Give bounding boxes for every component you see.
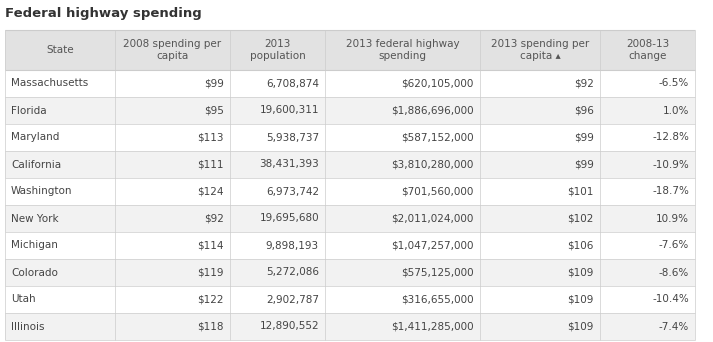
- Text: $122: $122: [198, 294, 224, 304]
- Text: $92: $92: [204, 213, 224, 224]
- Text: State: State: [46, 45, 74, 55]
- Bar: [5, 124, 695, 151]
- Text: $106: $106: [568, 240, 594, 250]
- Text: 6,973,742: 6,973,742: [266, 186, 319, 197]
- Text: -6.5%: -6.5%: [659, 79, 689, 89]
- Text: Utah: Utah: [11, 294, 36, 304]
- Bar: [5, 151, 695, 178]
- Text: 6,708,874: 6,708,874: [266, 79, 319, 89]
- Bar: [5, 286, 695, 313]
- Text: -10.4%: -10.4%: [652, 294, 689, 304]
- Text: $109: $109: [568, 294, 594, 304]
- Text: $109: $109: [568, 321, 594, 331]
- Bar: [5, 313, 695, 340]
- Text: 19,600,311: 19,600,311: [260, 105, 319, 116]
- Text: $102: $102: [568, 213, 594, 224]
- Text: $101: $101: [568, 186, 594, 197]
- Text: 2,902,787: 2,902,787: [266, 294, 319, 304]
- Text: -7.4%: -7.4%: [659, 321, 689, 331]
- Text: New York: New York: [11, 213, 58, 224]
- Bar: [5, 232, 695, 259]
- Bar: [5, 97, 695, 124]
- Bar: [5, 205, 695, 232]
- Text: $92: $92: [574, 79, 594, 89]
- Text: 2013 federal highway
spending: 2013 federal highway spending: [346, 39, 459, 61]
- Text: $118: $118: [198, 321, 224, 331]
- Text: $3,810,280,000: $3,810,280,000: [391, 159, 474, 170]
- Text: $124: $124: [198, 186, 224, 197]
- Text: 2013 spending per
capita ▴: 2013 spending per capita ▴: [491, 39, 589, 61]
- Text: $620,105,000: $620,105,000: [401, 79, 474, 89]
- Text: $111: $111: [198, 159, 224, 170]
- Text: $575,125,000: $575,125,000: [401, 267, 474, 277]
- Bar: [5, 259, 695, 286]
- Bar: [5, 178, 695, 205]
- Text: $96: $96: [574, 105, 594, 116]
- Text: $109: $109: [568, 267, 594, 277]
- Text: -18.7%: -18.7%: [652, 186, 689, 197]
- Text: $95: $95: [204, 105, 224, 116]
- Text: Washington: Washington: [11, 186, 73, 197]
- Text: 2008-13
change: 2008-13 change: [626, 39, 669, 61]
- Text: $587,152,000: $587,152,000: [401, 132, 474, 143]
- Text: $1,886,696,000: $1,886,696,000: [391, 105, 474, 116]
- Text: -10.9%: -10.9%: [652, 159, 689, 170]
- Text: 38,431,393: 38,431,393: [260, 159, 319, 170]
- Text: Michigan: Michigan: [11, 240, 58, 250]
- Text: -12.8%: -12.8%: [652, 132, 689, 143]
- Text: 9,898,193: 9,898,193: [266, 240, 319, 250]
- Text: 12,890,552: 12,890,552: [260, 321, 319, 331]
- Text: 5,272,086: 5,272,086: [266, 267, 319, 277]
- Text: -7.6%: -7.6%: [659, 240, 689, 250]
- Text: 1.0%: 1.0%: [662, 105, 689, 116]
- Text: 2008 spending per
capita: 2008 spending per capita: [123, 39, 222, 61]
- Text: California: California: [11, 159, 61, 170]
- Bar: [5, 70, 695, 97]
- Text: 2013
population: 2013 population: [250, 39, 305, 61]
- Text: $1,411,285,000: $1,411,285,000: [391, 321, 474, 331]
- Text: Florida: Florida: [11, 105, 46, 116]
- Text: $114: $114: [198, 240, 224, 250]
- Text: $99: $99: [574, 132, 594, 143]
- Text: $99: $99: [574, 159, 594, 170]
- Text: 10.9%: 10.9%: [656, 213, 689, 224]
- Text: $701,560,000: $701,560,000: [401, 186, 474, 197]
- Text: -8.6%: -8.6%: [659, 267, 689, 277]
- Text: Massachusetts: Massachusetts: [11, 79, 88, 89]
- Text: $2,011,024,000: $2,011,024,000: [391, 213, 474, 224]
- Text: $119: $119: [198, 267, 224, 277]
- Text: $316,655,000: $316,655,000: [401, 294, 474, 304]
- Bar: [5, 30, 695, 70]
- Text: Federal highway spending: Federal highway spending: [5, 8, 202, 21]
- Text: Colorado: Colorado: [11, 267, 58, 277]
- Text: 5,938,737: 5,938,737: [266, 132, 319, 143]
- Text: 19,695,680: 19,695,680: [260, 213, 319, 224]
- Text: $99: $99: [204, 79, 224, 89]
- Text: Illinois: Illinois: [11, 321, 44, 331]
- Text: Maryland: Maryland: [11, 132, 59, 143]
- Text: $113: $113: [198, 132, 224, 143]
- Text: $1,047,257,000: $1,047,257,000: [391, 240, 474, 250]
